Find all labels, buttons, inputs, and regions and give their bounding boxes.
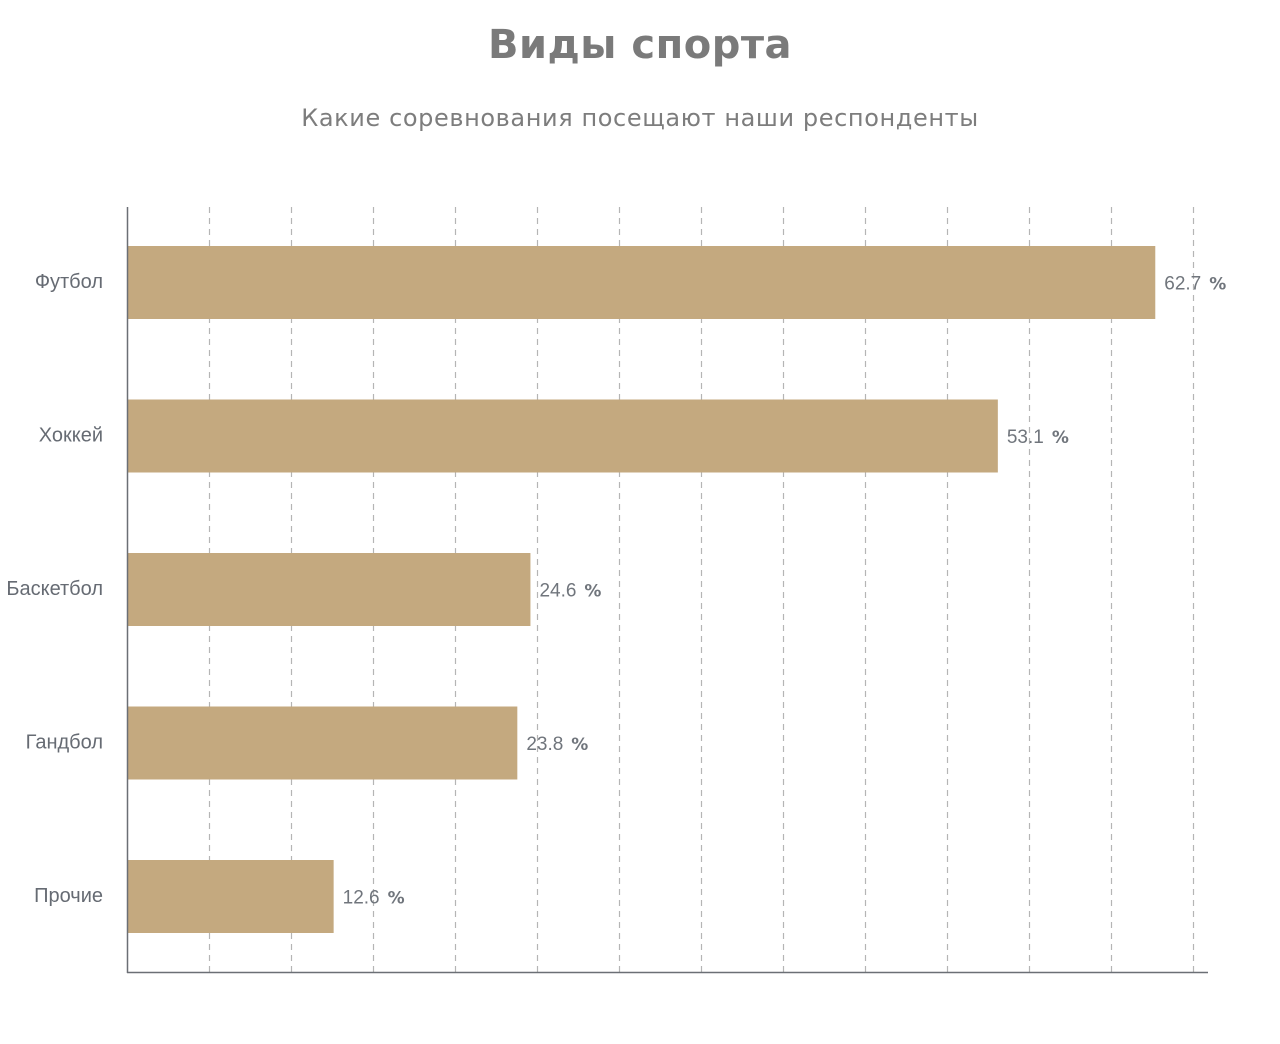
value-unit: % (1052, 428, 1069, 448)
bar (127, 553, 531, 626)
value-number: 23.8 (526, 734, 563, 755)
bar (127, 706, 518, 780)
value-label: 23.8% (526, 734, 588, 755)
category-label: Гандбол (26, 731, 103, 753)
value-number: 12.6 (343, 888, 380, 909)
value-label: 62.7% (1164, 274, 1226, 295)
category-label: Баскетбол (6, 578, 103, 600)
value-number: 24.6 (539, 581, 576, 602)
category-label: Прочие (34, 885, 103, 907)
value-label: 24.6% (539, 581, 601, 602)
bars (127, 246, 1156, 933)
value-label: 53.1% (1007, 427, 1069, 448)
value-number: 53.1 (1007, 427, 1044, 448)
bar (127, 399, 998, 473)
chart-title: Виды спорта (487, 22, 793, 68)
value-label: 12.6% (343, 888, 405, 909)
value-unit: % (1209, 275, 1226, 295)
value-labels: 62.7 %53.1 %24.6 %23.8 %12.6% (343, 274, 1227, 909)
value-unit: % (584, 582, 601, 602)
value-unit: % (388, 889, 405, 909)
category-label: Футбол (35, 271, 103, 293)
axes (126, 207, 1208, 974)
category-labels: Футбол Хоккей Баскетбол Гандбол Прочие (6, 271, 103, 907)
chart-subtitle: Какие соревнования посещают наши респонд… (301, 104, 979, 132)
value-number: 62.7 (1164, 274, 1201, 295)
bar (127, 246, 1156, 319)
bar (127, 860, 334, 933)
category-label: Хоккей (39, 424, 103, 446)
value-unit: % (571, 735, 588, 755)
